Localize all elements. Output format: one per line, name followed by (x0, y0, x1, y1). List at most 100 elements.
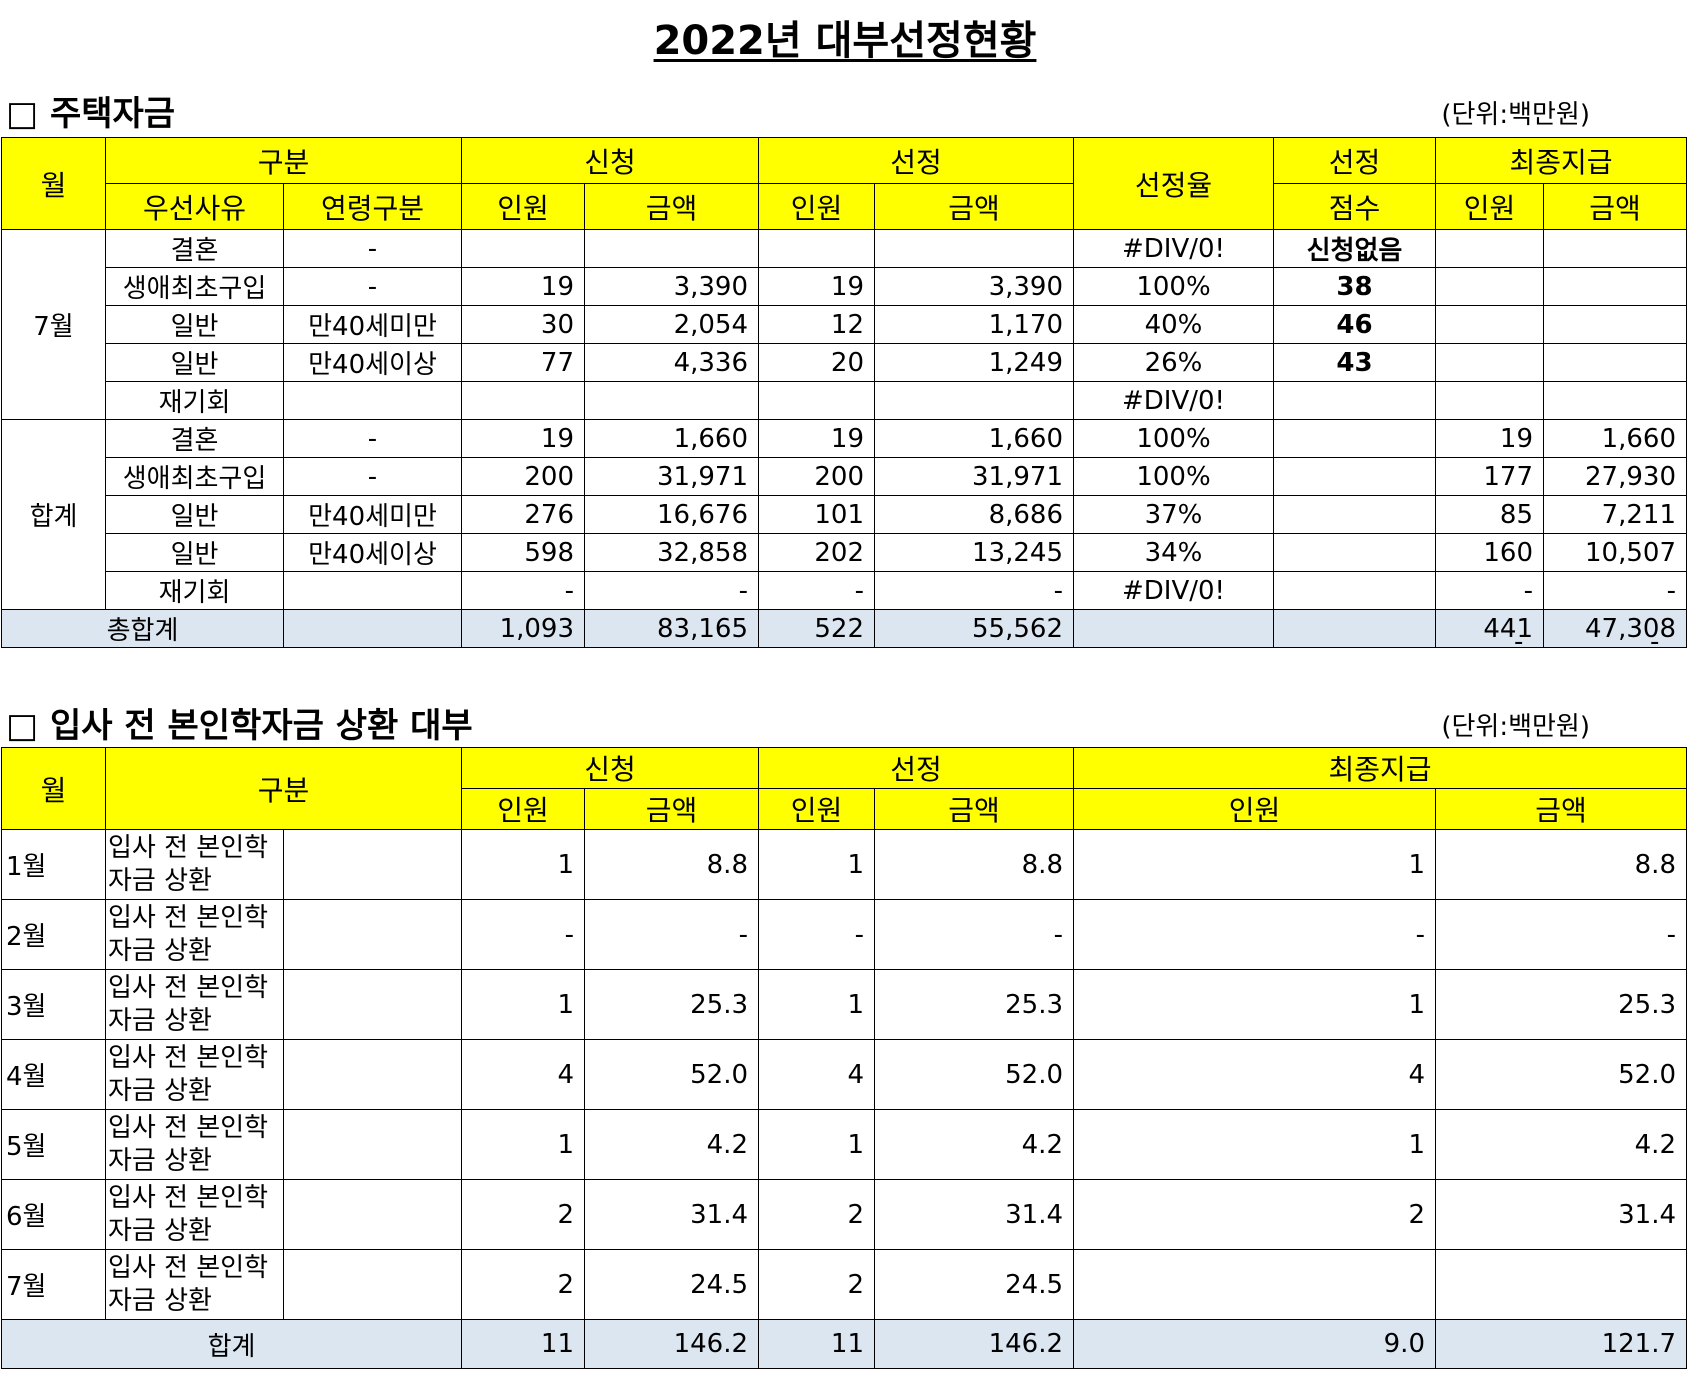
t2-header-row-2: 인원 금액 인원 금액 인원 금액 (2, 788, 1687, 830)
total-cell (1273, 609, 1436, 648)
cell-final-amount (1543, 229, 1687, 268)
cell-score (1273, 571, 1436, 610)
cell-apply-amount: 31,971 (584, 457, 759, 496)
cell-value (1073, 1249, 1436, 1320)
header-score-bottom: 점수 (1273, 183, 1436, 230)
t2-header-row-1: 월 구분 신청 선정 최종지급 (1, 747, 1687, 830)
total-cell: 83,165 (584, 609, 759, 648)
cell-value: - (758, 899, 875, 970)
cell-apply-amount: 3,390 (584, 267, 759, 306)
cell-category: 입사 전 본인학자금 상환 (105, 829, 284, 900)
cell-value: - (874, 899, 1074, 970)
cell-final-people: 160 (1435, 533, 1544, 572)
t2-header-select: 선정 (758, 747, 1074, 789)
housing-loan-table: 월 구분 신청 선정 선정율 선정 최종지급 우선사유 연령구분 인원 금액 인… (1, 137, 1687, 648)
cell-value: - (461, 899, 585, 970)
cell-value: 4.2 (1435, 1109, 1687, 1180)
cell-value: 2 (461, 1179, 585, 1250)
cell-rate: 26% (1073, 343, 1274, 382)
cell-final-amount (1543, 343, 1687, 382)
cell-month: 1월 (1, 829, 106, 900)
cell-select-amount: 3,390 (874, 267, 1074, 306)
cell-value: 2 (758, 1249, 875, 1320)
table-row: 2월 입사 전 본인학자금 상환 - - - - - - (1, 899, 1687, 970)
cell-value: 25.3 (584, 969, 759, 1040)
t2-header-apply: 신청 (461, 747, 759, 789)
cell-apply-people: 19 (461, 267, 585, 306)
cell-priority: 재기회 (105, 381, 284, 420)
cell-select-people (758, 229, 875, 268)
header-apply-people: 인원 (461, 183, 585, 230)
table-row: 6월 입사 전 본인학자금 상환 2 31.4 2 31.4 2 31.4 (1, 1179, 1687, 1250)
cell-final-amount: 10,507 (1543, 533, 1687, 572)
cell-select-amount (874, 381, 1074, 420)
cell-apply-people: 77 (461, 343, 585, 382)
header-final: 최종지급 (1435, 137, 1687, 184)
cell-value: 1 (1073, 1109, 1436, 1180)
cell-select-amount: 1,660 (874, 419, 1074, 458)
cell-final-amount (1543, 381, 1687, 420)
cell-value: 2 (758, 1179, 875, 1250)
cell-month: 4월 (1, 1039, 106, 1110)
cell-apply-amount (584, 229, 759, 268)
t2-header-month: 월 (1, 747, 106, 830)
t2-header-final: 최종지급 (1073, 747, 1687, 789)
header-rate: 선정율 (1073, 137, 1274, 230)
cell-month: 7월 (1, 1249, 106, 1320)
cell-select-amount (874, 229, 1074, 268)
cell-blank (283, 1109, 462, 1180)
cell-final-people (1435, 305, 1544, 344)
cell-value: - (1073, 899, 1436, 970)
cell-value: 4 (1073, 1039, 1436, 1110)
cell-blank (283, 1039, 462, 1110)
total-cell: 121.7 (1435, 1319, 1687, 1369)
cell-score: 43 (1273, 343, 1436, 382)
cell-value: 8.8 (874, 829, 1074, 900)
cell-apply-people (461, 229, 585, 268)
header-select: 선정 (758, 137, 1074, 184)
total-cell: 9.0 (1073, 1319, 1436, 1369)
header-age: 연령구분 (283, 183, 462, 230)
cell-select-amount: 31,971 (874, 457, 1074, 496)
cell-select-amount: 8,686 (874, 495, 1074, 534)
cell-value: 52.0 (584, 1039, 759, 1110)
total-cell: 1,093 (461, 609, 585, 648)
cell-value: 1 (758, 1109, 875, 1180)
cell-value: - (1435, 899, 1687, 970)
unit-label-tuition: (단위:백만원) (1441, 712, 1590, 742)
header-row-1: 월 구분 신청 선정 선정율 선정 최종지급 (1, 137, 1687, 230)
cell-rate: 40% (1073, 305, 1274, 344)
header-month: 월 (1, 137, 106, 230)
below-final-amount: - (1650, 627, 1660, 657)
cell-rate: #DIV/0! (1073, 229, 1274, 268)
cell-value: 24.5 (874, 1249, 1074, 1320)
cell-age: - (283, 419, 462, 458)
cell-blank (283, 899, 462, 970)
cell-apply-people: 276 (461, 495, 585, 534)
total-cell (283, 609, 462, 648)
table-row: 일반 만40세미만 276 16,676 101 8,686 37% 85 7,211 (2, 495, 1687, 534)
cell-value: 25.3 (1435, 969, 1687, 1040)
total-cell (1073, 609, 1274, 648)
cell-value: 2 (461, 1249, 585, 1320)
cell-value: 31.4 (584, 1179, 759, 1250)
cell-select-amount: 1,249 (874, 343, 1074, 382)
total-label: 총합계 (1, 609, 284, 648)
table-row: 3월 입사 전 본인학자금 상환 1 25.3 1 25.3 1 25.3 (1, 969, 1687, 1040)
unit-label-housing: (단위:백만원) (1441, 100, 1590, 130)
cell-select-people: 12 (758, 305, 875, 344)
cell-select-people (758, 381, 875, 420)
cell-priority: 결혼 (105, 229, 284, 268)
cell-value: 1 (758, 829, 875, 900)
table-row: 7월 결혼 - #DIV/0! 신청없음 (1, 229, 1687, 420)
cell-value: 1 (461, 969, 585, 1040)
table-row: 7월 입사 전 본인학자금 상환 2 24.5 2 24.5 (1, 1249, 1687, 1320)
cell-age: 만40세이상 (283, 343, 462, 382)
cell-blank (283, 1179, 462, 1250)
t2-header-category: 구분 (105, 747, 462, 830)
cell-value: 4.2 (584, 1109, 759, 1180)
cell-month: 6월 (1, 1179, 106, 1250)
t2-header-final-people: 인원 (1073, 788, 1436, 830)
cell-value: 1 (1073, 829, 1436, 900)
total-cell: 146.2 (584, 1319, 759, 1369)
